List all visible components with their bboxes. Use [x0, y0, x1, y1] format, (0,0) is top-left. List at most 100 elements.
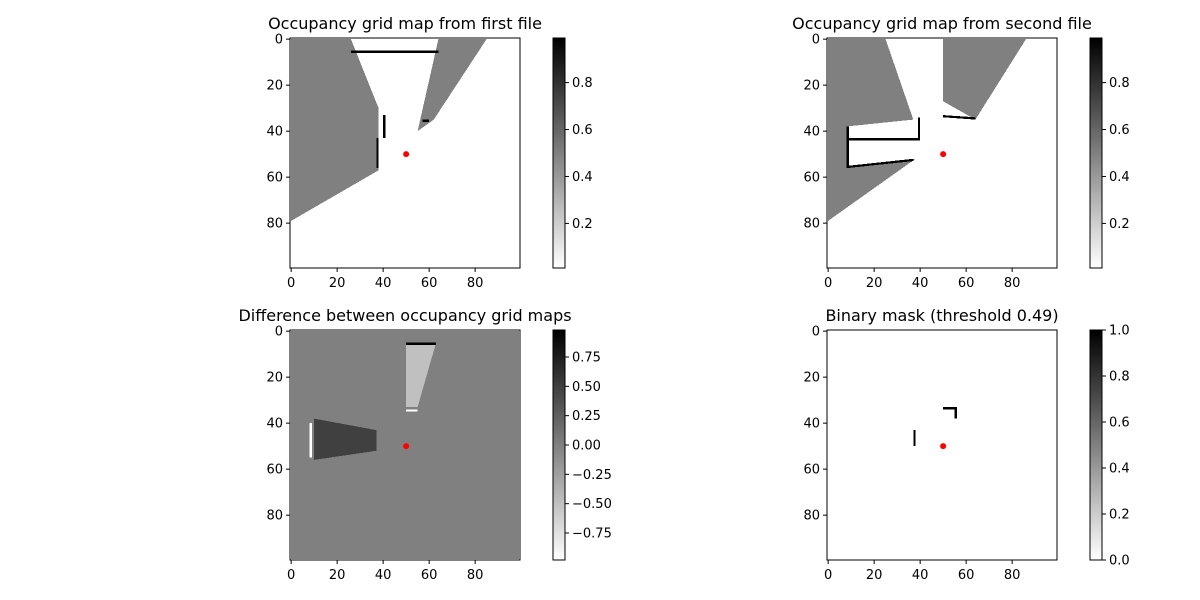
- map-region-3: [917, 117, 921, 141]
- map-region-6: [848, 158, 914, 168]
- colorbar-tick-label: 0.4: [1109, 170, 1130, 185]
- map-region-4: [383, 115, 386, 139]
- axes-frame: [289, 37, 521, 269]
- y-tick-label: 40: [803, 417, 820, 432]
- colorbar: [552, 329, 566, 561]
- map-region-2: [417, 39, 487, 132]
- x-tick-label: 20: [329, 568, 346, 583]
- colorbar: [1089, 37, 1103, 269]
- map-region-4: [846, 126, 849, 168]
- y-tick-label: 20: [803, 371, 820, 386]
- colorbar-tick-label: 0.50: [572, 380, 601, 395]
- y-tick-label: 60: [266, 171, 283, 186]
- x-tick-label: 80: [1004, 276, 1021, 291]
- axes-frame: [289, 329, 521, 561]
- x-tick-label: 80: [467, 568, 484, 583]
- y-tick-label: 60: [266, 463, 283, 478]
- colorbar-tick-label: 0.75: [572, 350, 601, 365]
- y-tick-label: 0: [812, 33, 820, 48]
- colorbar-tick-label: 0.00: [572, 439, 601, 454]
- x-tick-label: 40: [375, 568, 392, 583]
- chart-title: Difference between occupancy grid maps: [238, 306, 571, 325]
- map-region-3: [314, 418, 377, 460]
- map-region-2: [943, 39, 1026, 120]
- y-tick-label: 20: [266, 79, 283, 94]
- chart-title: Occupancy grid map from first file: [268, 14, 542, 33]
- map-region-3: [350, 50, 439, 53]
- x-tick-label: 0: [287, 276, 295, 291]
- x-tick-label: 60: [958, 568, 975, 583]
- y-tick-label: 0: [275, 325, 283, 340]
- x-tick-label: 20: [866, 276, 883, 291]
- colorbar-tick-label: 0.2: [1109, 217, 1130, 232]
- chart-title: Binary mask (threshold 0.49): [825, 306, 1058, 325]
- y-tick-label: 0: [275, 33, 283, 48]
- colorbar-tick-label: −0.50: [572, 497, 612, 512]
- colorbar: [1089, 329, 1103, 561]
- map-region-5: [376, 138, 379, 168]
- y-tick-label: 40: [266, 125, 283, 140]
- y-tick-label: 80: [803, 509, 820, 524]
- colorbar-tick-label: 0.6: [572, 123, 593, 138]
- x-tick-label: 20: [866, 568, 883, 583]
- colorbar-tick-label: 0.6: [1109, 123, 1130, 138]
- map-region-2: [406, 342, 437, 408]
- y-tick-label: 80: [266, 509, 283, 524]
- robot-position-marker: [940, 151, 947, 158]
- colorbar-tick-label: 0.2: [1109, 508, 1130, 523]
- map-region-2: [943, 407, 957, 410]
- x-tick-label: 60: [421, 568, 438, 583]
- map-region-5: [309, 423, 312, 458]
- x-tick-label: 0: [287, 568, 295, 583]
- colorbar: [552, 37, 566, 269]
- robot-position-marker: [403, 443, 410, 450]
- map-region-5: [848, 138, 918, 141]
- x-tick-label: 60: [421, 276, 438, 291]
- colorbar-tick-label: 0.6: [1109, 416, 1130, 431]
- x-tick-label: 40: [912, 568, 929, 583]
- axes-frame: [826, 329, 1058, 561]
- x-tick-label: 80: [467, 276, 484, 291]
- map-region-3: [954, 409, 957, 419]
- y-tick-label: 40: [266, 417, 283, 432]
- colorbar-tick-label: 0.0: [1109, 554, 1130, 569]
- axes-frame: [826, 37, 1058, 269]
- y-tick-label: 80: [803, 217, 820, 232]
- map-region-1: [828, 39, 916, 221]
- chart-panel-4: Binary mask (threshold 0.49) 0 20 40 60 80 0 20…: [803, 306, 1129, 583]
- colorbar-tick-label: 0.4: [572, 170, 593, 185]
- map-region-1: [291, 39, 379, 221]
- x-tick-label: 40: [912, 276, 929, 291]
- colorbar-tick-label: −0.75: [572, 527, 612, 542]
- colorbar-tick-label: 0.8: [1109, 370, 1130, 385]
- x-tick-label: 40: [375, 276, 392, 291]
- x-tick-label: 0: [824, 568, 832, 583]
- y-tick-label: 20: [803, 79, 820, 94]
- map-region-7: [943, 115, 976, 120]
- x-tick-label: 60: [958, 276, 975, 291]
- x-tick-label: 80: [1004, 568, 1021, 583]
- colorbar-tick-label: 0.8: [572, 76, 593, 91]
- y-tick-label: 60: [803, 171, 820, 186]
- x-tick-label: 0: [824, 276, 832, 291]
- colorbar-tick-label: 0.2: [572, 217, 593, 232]
- map-region-4: [406, 409, 418, 412]
- y-tick-label: 80: [266, 217, 283, 232]
- y-tick-label: 40: [803, 125, 820, 140]
- y-tick-label: 60: [803, 463, 820, 478]
- colorbar-tick-label: 1.0: [1109, 324, 1130, 339]
- x-tick-label: 20: [329, 276, 346, 291]
- robot-position-marker: [403, 151, 410, 158]
- colorbar-tick-label: 0.4: [1109, 462, 1130, 477]
- map-region-1: [913, 430, 916, 447]
- colorbar-tick-label: 0.25: [572, 409, 601, 424]
- map-region-6: [406, 342, 437, 345]
- robot-position-marker: [940, 443, 947, 450]
- chart-title: Occupancy grid map from second file: [792, 14, 1092, 33]
- y-tick-label: 20: [266, 371, 283, 386]
- y-tick-label: 0: [812, 325, 820, 340]
